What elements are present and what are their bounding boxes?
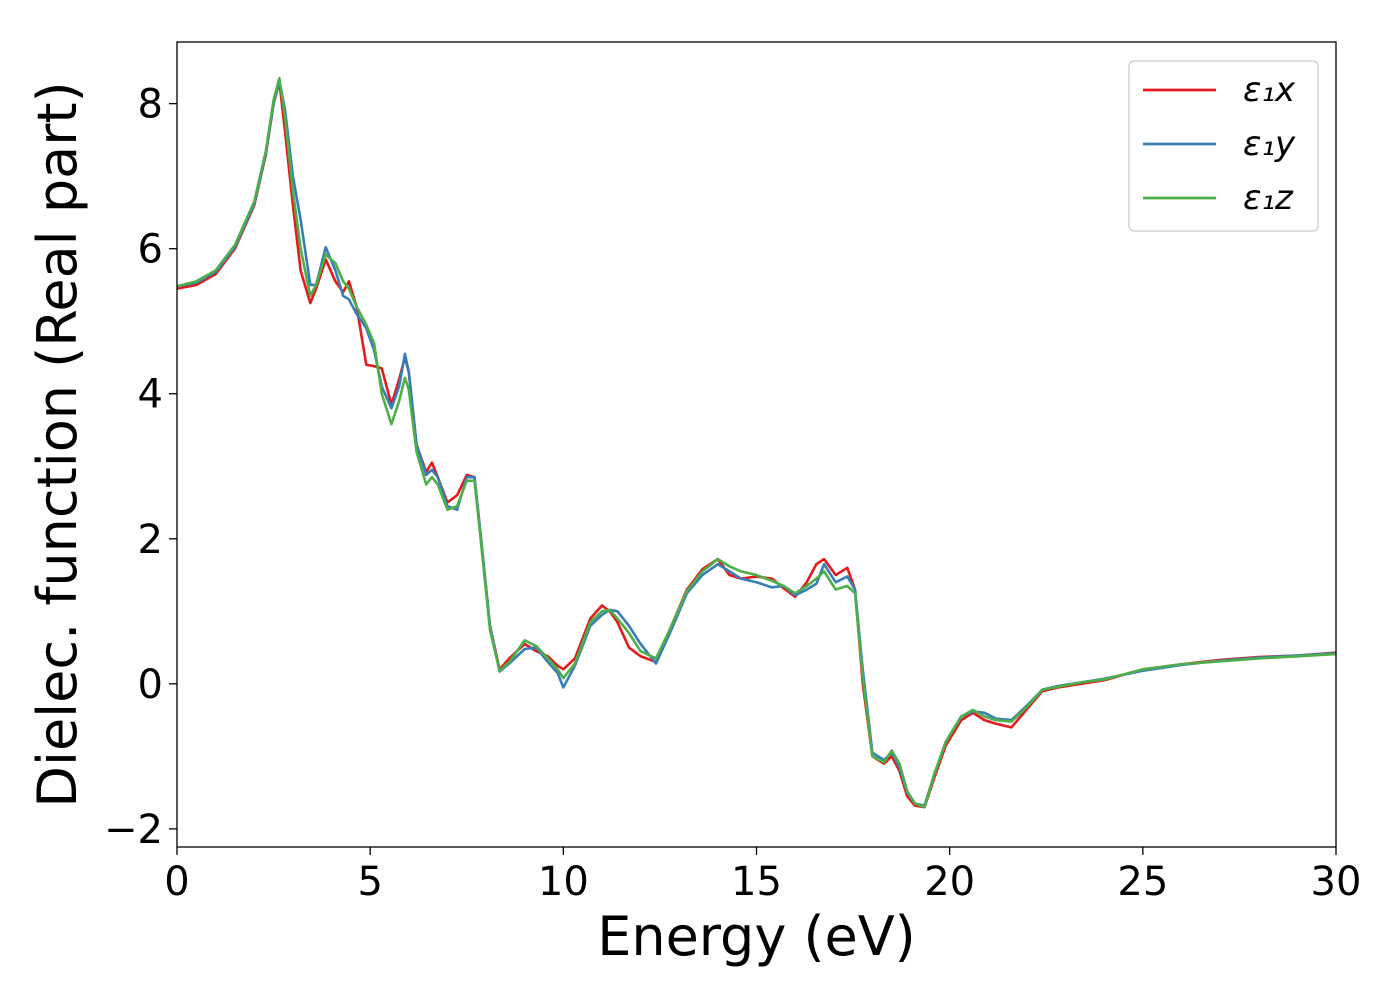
legend-box [1128, 60, 1319, 232]
legend-label: ε₁z [1243, 178, 1294, 218]
x-tick-label: 20 [924, 859, 975, 905]
x-axis-label: Energy (eV) [597, 905, 916, 968]
series-line-3 [177, 76, 1336, 809]
y-tick-label: −2 [104, 807, 163, 853]
x-tick-label: 25 [1117, 859, 1168, 905]
legend: ε₁x ε₁y ε₁z [1128, 60, 1319, 232]
y-tick-label: 6 [138, 227, 163, 273]
x-tick-label: 5 [357, 859, 382, 905]
series-line-1 [177, 80, 1336, 809]
x-tick-label: 0 [164, 859, 189, 905]
y-tick-label: 2 [138, 517, 163, 563]
y-axis-label: Dielec. function (Real part) [26, 81, 89, 807]
y-tick-label: 8 [138, 82, 163, 128]
legend-label: ε₁y [1243, 124, 1296, 164]
plot-area [177, 76, 1336, 809]
x-tick-label: 30 [1311, 859, 1362, 905]
x-tick-label: 15 [731, 859, 782, 905]
legend-label: ε₁x [1243, 70, 1296, 110]
y-tick-label: 4 [138, 372, 163, 418]
x-tick-label: 10 [538, 859, 589, 905]
y-tick-label: 0 [138, 662, 163, 708]
y-axis: −2 0 2 4 6 8 [104, 82, 177, 853]
x-axis: 0 5 10 15 20 25 30 [164, 847, 1361, 905]
